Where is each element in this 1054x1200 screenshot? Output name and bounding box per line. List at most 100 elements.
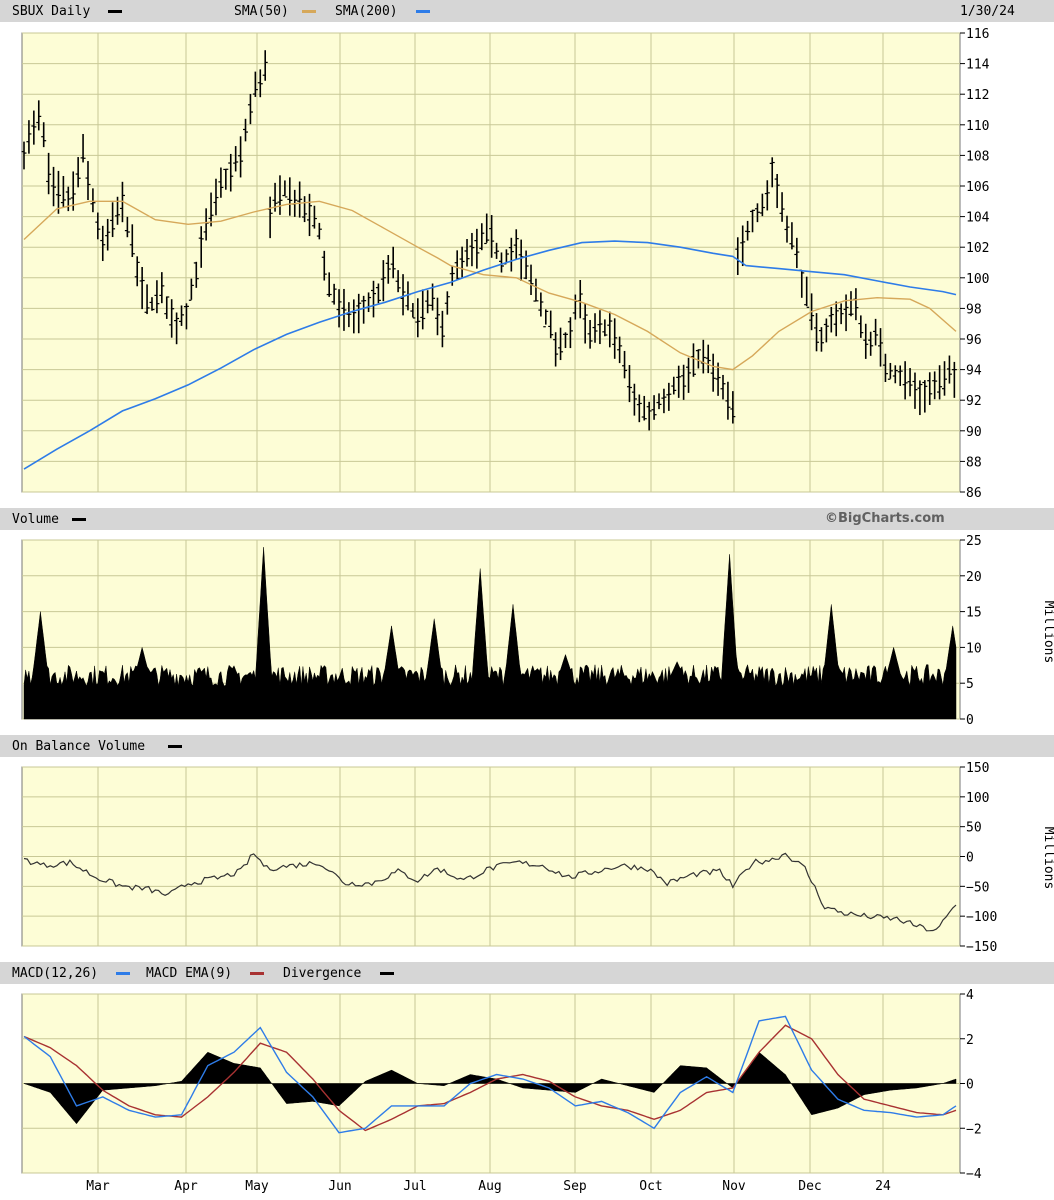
- ohlc-bar: [385, 255, 391, 284]
- ohlc-bar: [558, 327, 564, 361]
- ohlc-bar: [420, 289, 426, 330]
- panel-3: −4 −2 0 2 4: [21, 988, 982, 1182]
- ohlc-bar: [375, 283, 381, 304]
- ohlc-bar: [208, 192, 214, 227]
- ohlc-bar: [602, 319, 608, 337]
- ytick-label: −150: [966, 940, 997, 955]
- ohlc-bar: [759, 193, 765, 217]
- ohlc-bar: [779, 192, 785, 222]
- ohlc-bar: [479, 223, 485, 251]
- volume-area: [23, 547, 957, 720]
- ohlc-bar: [705, 344, 711, 374]
- ohlc-bar: [484, 213, 490, 245]
- ohlc-bar: [144, 284, 150, 315]
- ytick-label: 2: [966, 1033, 974, 1048]
- ohlc-bar: [858, 315, 864, 338]
- ohlc-bar: [695, 349, 701, 369]
- ohlc-bar: [346, 302, 352, 328]
- ohlc-bar: [804, 276, 810, 308]
- ohlc-bar: [257, 69, 263, 98]
- ohlc-bar: [764, 180, 770, 211]
- ohlc-bar: [725, 381, 731, 420]
- ohlc-bar: [656, 393, 662, 410]
- ohlc-bar: [311, 205, 317, 229]
- obv-unit-label: Millions: [1041, 827, 1054, 890]
- ohlc-bar: [946, 355, 952, 384]
- ohlc-bar: [105, 218, 111, 251]
- price-swatch: [108, 10, 122, 13]
- ohlc-bar: [686, 357, 692, 393]
- ytick-label: −4: [966, 1167, 982, 1182]
- sma200-swatch: [416, 10, 430, 13]
- ohlc-bar: [341, 288, 347, 331]
- ohlc-bar: [878, 328, 884, 367]
- ohlc-bar: [651, 395, 657, 420]
- ohlc-bar: [543, 309, 549, 328]
- sma50-legend: SMA(50): [234, 4, 289, 19]
- xtick-label-mar: Mar: [86, 1179, 110, 1194]
- ohlc-bar: [942, 361, 948, 396]
- ohlc-bar: [95, 212, 101, 240]
- ytick-label: 88: [966, 455, 982, 470]
- ohlc-bar: [193, 261, 199, 288]
- ohlc-bar: [873, 318, 879, 346]
- ohlc-bar: [425, 290, 431, 314]
- ytick-label: 0: [966, 713, 974, 728]
- ohlc-bar: [498, 252, 504, 273]
- ytick-label: 20: [966, 570, 982, 585]
- date-label: 1/30/24: [960, 4, 1015, 19]
- macd-swatch: [116, 972, 130, 975]
- ohlc-bar: [439, 310, 445, 348]
- ohlc-bar: [228, 153, 234, 192]
- ohlc-bar: [469, 232, 475, 267]
- ohlc-bar: [26, 120, 32, 154]
- ohlc-bar: [60, 175, 66, 208]
- ohlc-bar: [907, 368, 913, 397]
- ytick-label: 15: [966, 606, 982, 621]
- ohlc-bar: [297, 181, 303, 218]
- xtick-label-sep: Sep: [563, 1179, 587, 1194]
- ohlc-bar: [474, 228, 480, 269]
- ohlc-bar: [134, 256, 140, 287]
- ohlc-bar: [897, 365, 903, 386]
- ohlc-bar: [154, 280, 160, 314]
- ohlc-bar: [464, 239, 470, 267]
- ohlc-bar: [833, 301, 839, 337]
- price-panel-header: SBUX Daily SMA(50) SMA(200) 1/30/24: [0, 0, 1054, 22]
- ytick-label: 86: [966, 486, 982, 501]
- panel-2: −150 −100 −50 0 50 100 150 Millions: [21, 761, 1054, 955]
- obv-panel-header: On Balance Volume: [0, 735, 1054, 757]
- ohlc-bar: [818, 327, 824, 352]
- ohlc-bar: [41, 122, 47, 148]
- credit-label: ©BigCharts.com: [825, 511, 945, 526]
- ohlc-bar: [361, 295, 367, 324]
- ytick-label: 100: [966, 791, 989, 806]
- xtick-label-24: 24: [875, 1179, 891, 1194]
- ohlc-bar: [868, 331, 874, 356]
- ohlc-bar: [149, 297, 155, 311]
- macd-legend: MACD(12,26): [12, 966, 99, 981]
- ohlc-bar: [252, 71, 258, 97]
- ohlc-bar: [356, 293, 362, 334]
- ytick-label: 0: [966, 851, 974, 866]
- ohlc-bar: [55, 170, 61, 214]
- ohlc-bar: [582, 303, 588, 344]
- ohlc-bar: [307, 193, 313, 237]
- ohlc-bar: [415, 298, 421, 338]
- ohlc-bar: [277, 175, 283, 215]
- ytick-label: −100: [966, 910, 997, 925]
- ytick-label: 10: [966, 641, 982, 656]
- ytick-label: −50: [966, 880, 989, 895]
- ohlc-bar: [631, 383, 637, 416]
- ohlc-bar: [553, 332, 559, 367]
- ohlc-bar: [459, 246, 465, 278]
- ytick-label: 5: [966, 677, 974, 692]
- ytick-label: 96: [966, 333, 982, 348]
- ohlc-bar: [607, 311, 613, 348]
- ohlc-bar: [46, 152, 52, 195]
- ohlc-bar: [31, 110, 37, 145]
- ohlc-bar: [887, 362, 893, 380]
- xtick-label-may: May: [245, 1179, 269, 1194]
- ohlc-bar: [932, 371, 938, 400]
